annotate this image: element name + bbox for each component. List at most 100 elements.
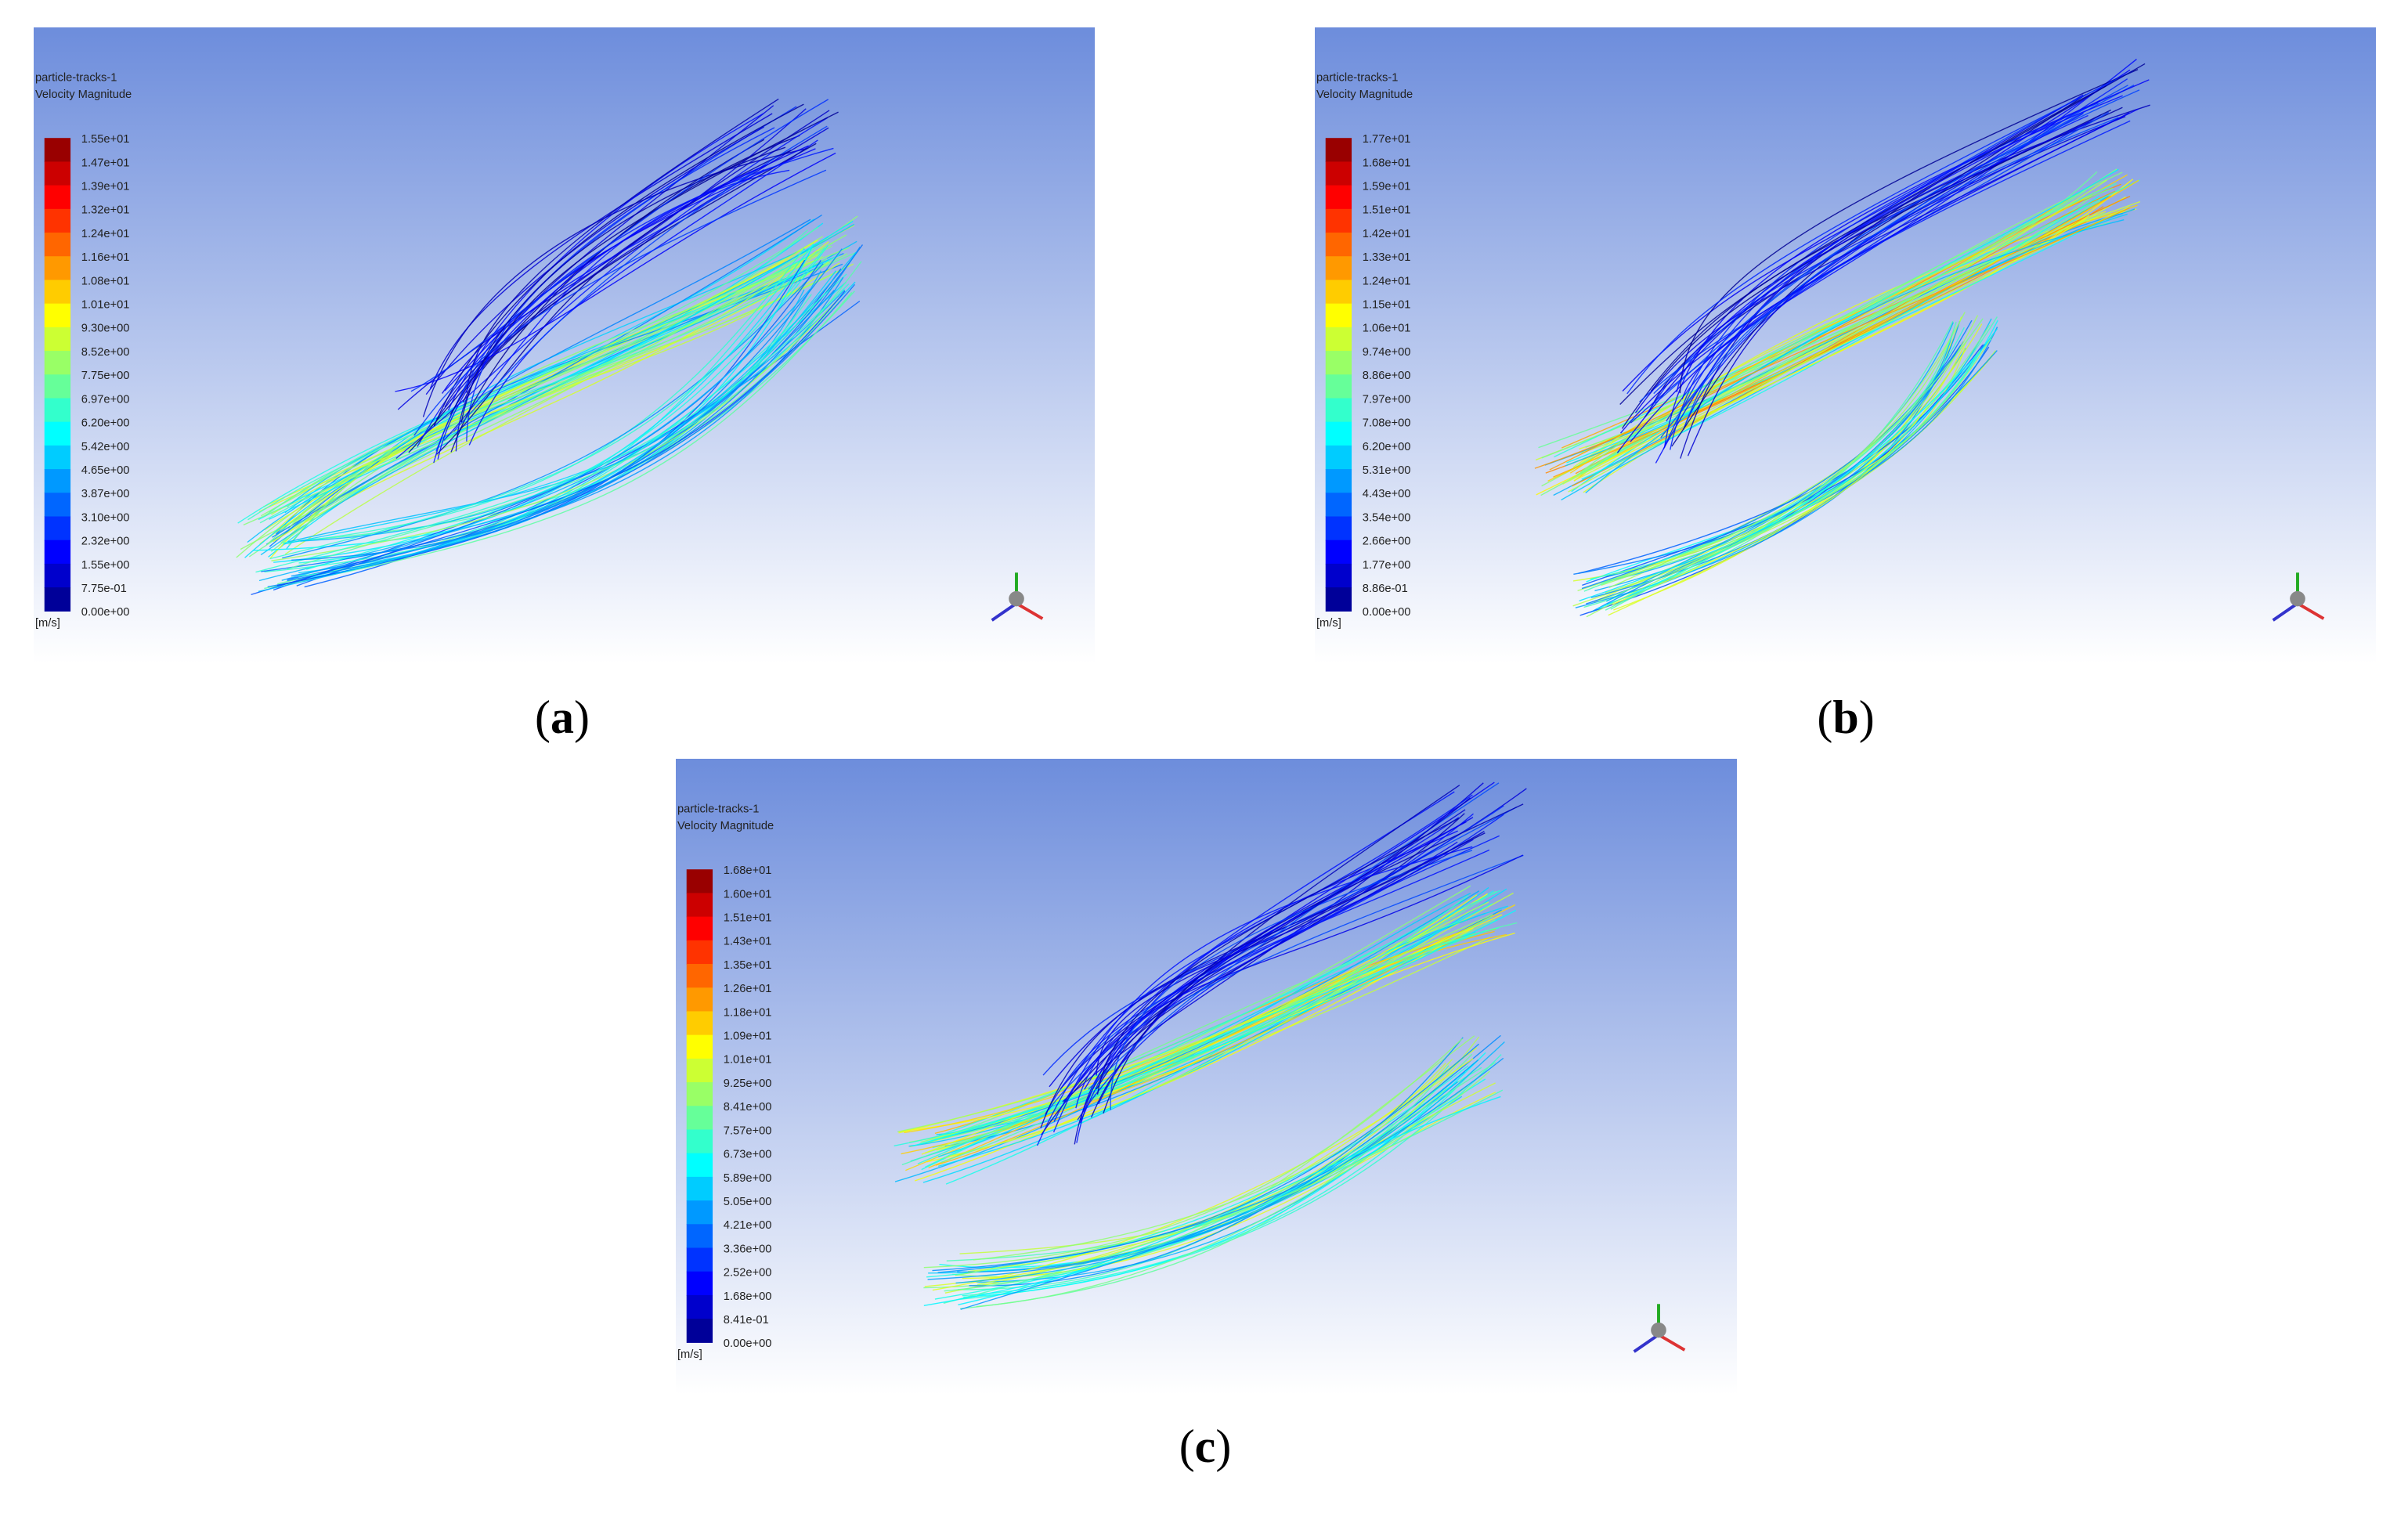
colorbar-segment bbox=[686, 869, 713, 894]
axis-origin bbox=[1651, 1322, 1666, 1338]
axis-x bbox=[2296, 601, 2325, 620]
streamline bbox=[269, 247, 825, 560]
streamline bbox=[455, 105, 774, 452]
colorbar-label: 1.01e+01 bbox=[724, 1054, 772, 1067]
streamline bbox=[958, 1095, 1501, 1305]
colorbar-segment bbox=[44, 138, 71, 163]
streamline bbox=[291, 276, 844, 577]
colorbar-label: 1.68e+01 bbox=[724, 864, 772, 877]
colorbar-segment bbox=[44, 233, 71, 257]
background bbox=[1315, 27, 2376, 663]
streamline bbox=[1103, 803, 1524, 1114]
axis-origin bbox=[1009, 590, 1024, 607]
colorbar-segment bbox=[44, 280, 71, 305]
colorbar-label: 1.09e+01 bbox=[724, 1031, 772, 1043]
colorbar-segment bbox=[44, 303, 71, 328]
panel-caption: (c) bbox=[1179, 1420, 1232, 1472]
colorbar-segment bbox=[1325, 493, 1352, 518]
streamline bbox=[924, 1047, 1478, 1287]
colorbar-segment bbox=[44, 469, 71, 493]
colorbar-segment bbox=[686, 1011, 713, 1036]
streamline bbox=[276, 259, 806, 587]
colorbar-label: 3.54e+00 bbox=[1363, 511, 1411, 524]
cfd-panel: particle-tracks-1 Velocity Magnitude 1.68e… bbox=[676, 759, 1737, 1395]
colorbar-label: 1.24e+01 bbox=[81, 228, 130, 240]
streamline bbox=[284, 269, 810, 514]
streamline bbox=[1545, 195, 2131, 474]
axis-z bbox=[2272, 601, 2299, 622]
streamline bbox=[425, 126, 764, 395]
streamline bbox=[288, 247, 850, 546]
colorbar-segment bbox=[686, 1200, 713, 1225]
streamline bbox=[291, 248, 843, 561]
streamline bbox=[1076, 849, 1490, 1143]
colorbar-segment bbox=[686, 1294, 713, 1319]
streamline bbox=[1581, 213, 2106, 454]
streamline bbox=[269, 226, 819, 513]
colorbar-label: 1.01e+01 bbox=[81, 299, 130, 312]
streamline bbox=[926, 1065, 1469, 1278]
panel-caption: (b) bbox=[1817, 691, 1875, 743]
colorbar-label: 5.89e+00 bbox=[724, 1172, 772, 1185]
streamline bbox=[1566, 211, 2119, 464]
background bbox=[676, 759, 1737, 1395]
streamline bbox=[917, 890, 1501, 1164]
colorbar-segment bbox=[686, 1082, 713, 1106]
colorbar-label: 6.97e+00 bbox=[81, 393, 130, 406]
streamline bbox=[284, 254, 819, 555]
streamline bbox=[1681, 59, 2137, 400]
colorbar-label: 2.66e+00 bbox=[1363, 536, 1411, 548]
colorbar-segment bbox=[686, 987, 713, 1012]
streamline bbox=[437, 164, 767, 460]
streamline bbox=[1671, 85, 2107, 447]
streamline bbox=[946, 1065, 1449, 1262]
streamline bbox=[1098, 781, 1495, 1105]
colorbar-label: 7.57e+00 bbox=[724, 1124, 772, 1137]
colorbar-label: 1.60e+01 bbox=[724, 888, 772, 901]
colorbar-segment bbox=[1325, 256, 1352, 281]
streamline bbox=[1612, 341, 1968, 605]
colorbar-label: 7.75e+00 bbox=[81, 370, 130, 382]
colorbar-segment bbox=[1325, 421, 1352, 446]
streamline bbox=[1052, 846, 1473, 1133]
colorbar-label: 0.00e+00 bbox=[81, 606, 130, 619]
colorbar-segment bbox=[44, 398, 71, 423]
colorbar-label: 1.51e+01 bbox=[724, 912, 772, 925]
streamline bbox=[937, 1057, 1504, 1273]
colorbar-label: 1.35e+01 bbox=[724, 959, 772, 972]
streamline bbox=[945, 890, 1494, 1185]
colorbar-label: 2.32e+00 bbox=[81, 536, 130, 548]
axis-x bbox=[1657, 1333, 1686, 1352]
streamline bbox=[466, 98, 779, 393]
streamline bbox=[923, 1038, 1464, 1269]
streamline bbox=[276, 263, 826, 535]
legend-subtitle: Velocity Magnitude bbox=[1316, 88, 1413, 101]
streamline bbox=[1597, 338, 1992, 610]
caption-letter: b bbox=[1832, 691, 1859, 743]
streamline bbox=[955, 1081, 1458, 1284]
colorbar-segment bbox=[44, 445, 71, 470]
streamline bbox=[1579, 190, 2086, 474]
colorbar-label: 9.30e+00 bbox=[81, 323, 130, 335]
colorbar-segment bbox=[1325, 469, 1352, 493]
cfd-panel: particle-tracks-1 Velocity Magnitude 1.55e… bbox=[34, 27, 1095, 663]
colorbar-label: 6.73e+00 bbox=[724, 1149, 772, 1161]
colorbar-label: 1.08e+01 bbox=[81, 275, 130, 287]
streamline bbox=[1654, 89, 2140, 404]
colorbar-label: 5.42e+00 bbox=[81, 441, 130, 453]
caption-letter: a bbox=[551, 691, 574, 743]
streamline bbox=[1096, 797, 1471, 1090]
colorbar-label: 1.18e+01 bbox=[724, 1006, 772, 1019]
streamline bbox=[1063, 817, 1474, 1103]
streamline bbox=[1655, 95, 2123, 464]
colorbar-label: 4.21e+00 bbox=[724, 1219, 772, 1232]
colorbar-label: 9.25e+00 bbox=[724, 1077, 772, 1090]
streamline bbox=[922, 908, 1482, 1183]
colorbar-segment bbox=[1325, 587, 1352, 612]
colorbar-segment bbox=[686, 893, 713, 918]
legend-subtitle: Velocity Magnitude bbox=[35, 88, 132, 101]
colorbar-label: 3.87e+00 bbox=[81, 488, 130, 500]
streamline bbox=[898, 893, 1488, 1132]
colorbar-segment bbox=[1325, 327, 1352, 352]
streamline bbox=[1650, 109, 2111, 392]
